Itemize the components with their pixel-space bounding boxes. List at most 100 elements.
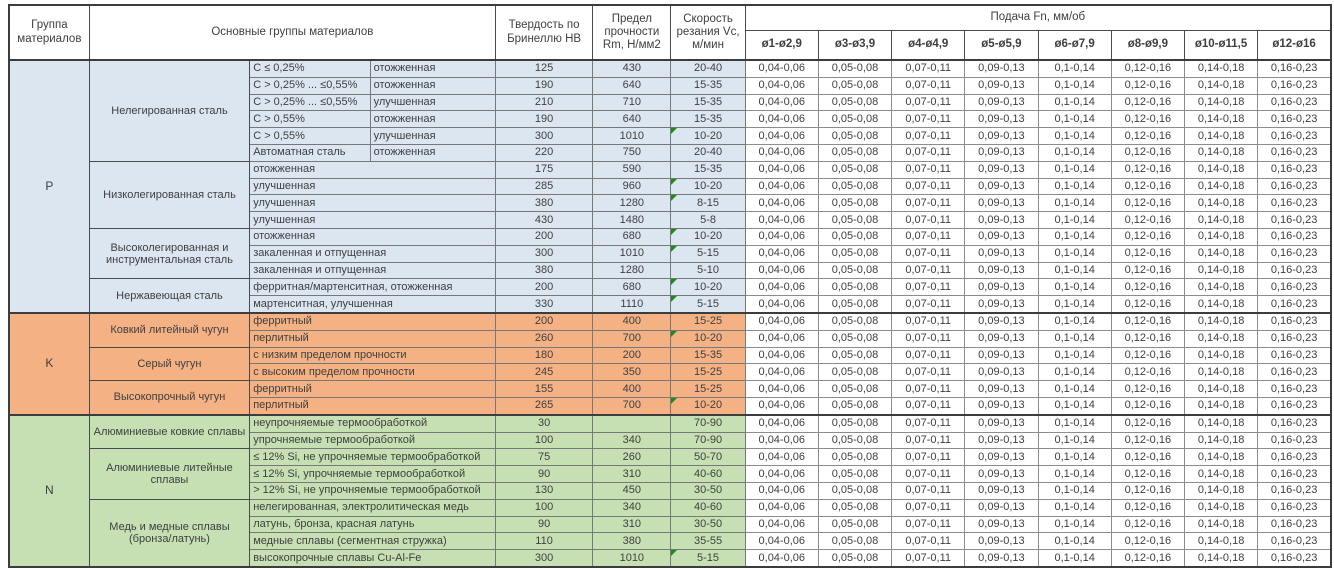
feed-value-3[interactable]: 0,09-0,13 bbox=[964, 380, 1039, 398]
feed-value-6[interactable]: 0,14-0,18 bbox=[1183, 143, 1259, 162]
cutting-speed-value[interactable]: 5-8 bbox=[670, 211, 746, 229]
feed-value-3[interactable]: 0,09-0,13 bbox=[964, 227, 1039, 246]
feed-value-3[interactable]: 0,09-0,13 bbox=[964, 110, 1039, 129]
feed-value-2[interactable]: 0,07-0,11 bbox=[891, 278, 966, 297]
hardness-value[interactable]: 125 bbox=[494, 58, 594, 78]
feed-value-7[interactable]: 0,16-0,23 bbox=[1257, 295, 1332, 314]
feed-value-4[interactable]: 0,1-0,14 bbox=[1037, 227, 1112, 246]
feed-value-5[interactable]: 0,12-0,16 bbox=[1110, 413, 1185, 433]
strength-value[interactable]: 400 bbox=[592, 311, 672, 331]
feed-value-6[interactable]: 0,14-0,18 bbox=[1183, 58, 1259, 78]
feed-value-0[interactable]: 0,04-0,06 bbox=[744, 127, 819, 145]
feed-value-6[interactable]: 0,14-0,18 bbox=[1183, 177, 1259, 196]
feed-value-3[interactable]: 0,09-0,13 bbox=[964, 244, 1039, 263]
feed-value-2[interactable]: 0,07-0,11 bbox=[891, 465, 966, 483]
strength-value[interactable]: 590 bbox=[592, 160, 672, 179]
feed-value-1[interactable]: 0,05-0,08 bbox=[817, 380, 893, 398]
feed-value-5[interactable]: 0,12-0,16 bbox=[1110, 194, 1185, 213]
material-description-cell[interactable]: отожженная bbox=[249, 227, 496, 246]
cutting-speed-value[interactable]: 15-25 bbox=[670, 363, 746, 382]
material-state-cell[interactable]: улучшенная bbox=[369, 93, 496, 112]
feed-value-1[interactable]: 0,05-0,08 bbox=[817, 532, 893, 551]
material-description-cell[interactable]: закаленная и отпущенная bbox=[249, 261, 496, 280]
feed-value-6[interactable]: 0,14-0,18 bbox=[1183, 311, 1259, 331]
feed-value-6[interactable]: 0,14-0,18 bbox=[1183, 346, 1259, 365]
col-header-main-groups[interactable]: Основные группы материалов bbox=[88, 4, 496, 61]
feed-value-5[interactable]: 0,12-0,16 bbox=[1110, 110, 1185, 129]
feed-value-5[interactable]: 0,12-0,16 bbox=[1110, 295, 1185, 314]
feed-value-4[interactable]: 0,1-0,14 bbox=[1037, 160, 1112, 179]
feed-value-5[interactable]: 0,12-0,16 bbox=[1110, 160, 1185, 179]
hardness-value[interactable]: 155 bbox=[494, 380, 594, 398]
feed-value-1[interactable]: 0,05-0,08 bbox=[817, 515, 893, 534]
feed-value-1[interactable]: 0,05-0,08 bbox=[817, 329, 893, 348]
strength-value[interactable]: 1010 bbox=[592, 127, 672, 145]
feed-value-6[interactable]: 0,14-0,18 bbox=[1183, 549, 1259, 568]
feed-value-1[interactable]: 0,05-0,08 bbox=[817, 261, 893, 280]
feed-value-1[interactable]: 0,05-0,08 bbox=[817, 211, 893, 229]
material-description-cell[interactable]: ≤ 12% Si, не упрочняемые термообработкой bbox=[249, 448, 496, 467]
feed-value-6[interactable]: 0,14-0,18 bbox=[1183, 498, 1259, 517]
material-state-cell[interactable]: отожженная bbox=[369, 110, 496, 129]
feed-value-7[interactable]: 0,16-0,23 bbox=[1257, 396, 1332, 416]
strength-value[interactable]: 700 bbox=[592, 396, 672, 416]
feed-value-6[interactable]: 0,14-0,18 bbox=[1183, 295, 1259, 314]
cutting-speed-value[interactable]: 10-20 bbox=[670, 127, 746, 145]
feed-value-0[interactable]: 0,04-0,06 bbox=[744, 110, 819, 129]
hardness-value[interactable]: 200 bbox=[494, 227, 594, 246]
material-description-cell[interactable]: ферритная/мартенситная, отожженная bbox=[249, 278, 496, 297]
feed-value-7[interactable]: 0,16-0,23 bbox=[1257, 532, 1332, 551]
hardness-value[interactable]: 190 bbox=[494, 110, 594, 129]
strength-value[interactable]: 750 bbox=[592, 143, 672, 162]
feed-value-7[interactable]: 0,16-0,23 bbox=[1257, 58, 1332, 78]
feed-value-5[interactable]: 0,12-0,16 bbox=[1110, 448, 1185, 467]
feed-value-7[interactable]: 0,16-0,23 bbox=[1257, 93, 1332, 112]
cutting-speed-value[interactable]: 30-50 bbox=[670, 515, 746, 534]
material-description-cell[interactable]: латунь, бронза, красная латунь bbox=[249, 515, 496, 534]
feed-value-0[interactable]: 0,04-0,06 bbox=[744, 76, 819, 95]
feed-value-2[interactable]: 0,07-0,11 bbox=[891, 76, 966, 95]
feed-value-2[interactable]: 0,07-0,11 bbox=[891, 227, 966, 246]
feed-value-2[interactable]: 0,07-0,11 bbox=[891, 211, 966, 229]
cutting-speed-value[interactable]: 70-90 bbox=[670, 431, 746, 450]
cutting-speed-value[interactable]: 40-60 bbox=[670, 498, 746, 517]
feed-value-1[interactable]: 0,05-0,08 bbox=[817, 431, 893, 450]
material-description-cell[interactable]: отожженная bbox=[249, 160, 496, 179]
feed-value-0[interactable]: 0,04-0,06 bbox=[744, 448, 819, 467]
feed-value-2[interactable]: 0,07-0,11 bbox=[891, 380, 966, 398]
strength-value[interactable]: 400 bbox=[592, 380, 672, 398]
feed-value-1[interactable]: 0,05-0,08 bbox=[817, 227, 893, 246]
carbon-content-cell[interactable]: C > 0,25% ... ≤0,55% bbox=[249, 76, 371, 95]
strength-value[interactable]: 1280 bbox=[592, 194, 672, 213]
feed-value-2[interactable]: 0,07-0,11 bbox=[891, 346, 966, 365]
col-header-feed[interactable]: Подача Fn, мм/об bbox=[744, 4, 1332, 31]
feed-value-7[interactable]: 0,16-0,23 bbox=[1257, 413, 1332, 433]
feed-value-3[interactable]: 0,09-0,13 bbox=[964, 396, 1039, 416]
material-description-cell[interactable]: ферритный bbox=[249, 380, 496, 398]
feed-value-4[interactable]: 0,1-0,14 bbox=[1037, 481, 1112, 500]
feed-value-5[interactable]: 0,12-0,16 bbox=[1110, 498, 1185, 517]
feed-value-6[interactable]: 0,14-0,18 bbox=[1183, 160, 1259, 179]
feed-value-6[interactable]: 0,14-0,18 bbox=[1183, 211, 1259, 229]
feed-value-2[interactable]: 0,07-0,11 bbox=[891, 363, 966, 382]
feed-value-2[interactable]: 0,07-0,11 bbox=[891, 127, 966, 145]
feed-value-1[interactable]: 0,05-0,08 bbox=[817, 363, 893, 382]
material-description-cell[interactable]: высокопрочные сплавы Cu-Al-Fe bbox=[249, 549, 496, 568]
feed-value-2[interactable]: 0,07-0,11 bbox=[891, 329, 966, 348]
feed-value-3[interactable]: 0,09-0,13 bbox=[964, 93, 1039, 112]
feed-value-2[interactable]: 0,07-0,11 bbox=[891, 396, 966, 416]
feed-value-7[interactable]: 0,16-0,23 bbox=[1257, 549, 1332, 568]
strength-value[interactable]: 680 bbox=[592, 227, 672, 246]
feed-value-0[interactable]: 0,04-0,06 bbox=[744, 549, 819, 568]
feed-value-6[interactable]: 0,14-0,18 bbox=[1183, 76, 1259, 95]
feed-value-7[interactable]: 0,16-0,23 bbox=[1257, 211, 1332, 229]
hardness-value[interactable]: 285 bbox=[494, 177, 594, 196]
feed-value-6[interactable]: 0,14-0,18 bbox=[1183, 110, 1259, 129]
feed-value-4[interactable]: 0,1-0,14 bbox=[1037, 363, 1112, 382]
feed-value-7[interactable]: 0,16-0,23 bbox=[1257, 177, 1332, 196]
feed-value-1[interactable]: 0,05-0,08 bbox=[817, 465, 893, 483]
feed-value-7[interactable]: 0,16-0,23 bbox=[1257, 227, 1332, 246]
feed-value-0[interactable]: 0,04-0,06 bbox=[744, 363, 819, 382]
cutting-speed-value[interactable]: 20-40 bbox=[670, 58, 746, 78]
hardness-value[interactable]: 265 bbox=[494, 396, 594, 416]
